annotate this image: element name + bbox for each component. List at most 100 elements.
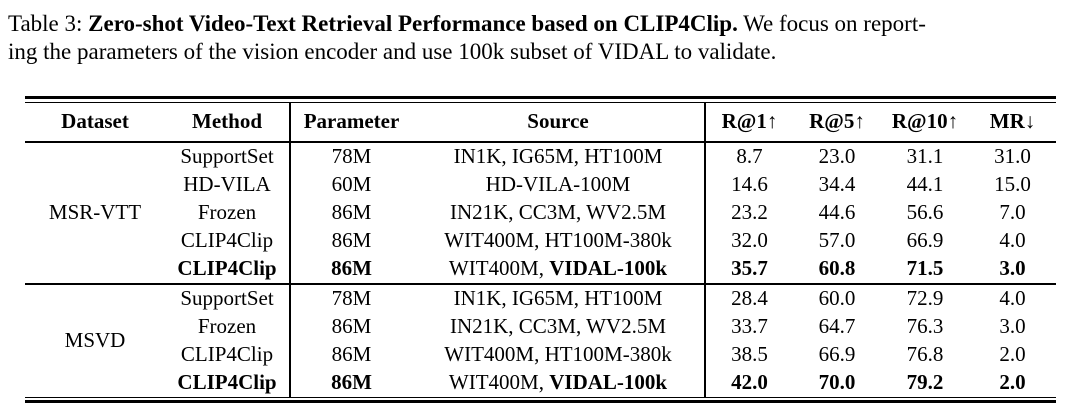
method-cell: CLIP4Clip xyxy=(177,370,277,394)
source-text: WIT400M, xyxy=(448,256,550,280)
method-cell: SupportSet xyxy=(165,282,290,313)
source-text: WIT400M, HT100M-380k xyxy=(444,228,672,252)
r5-cell: 44.6 xyxy=(818,200,856,224)
caption-title: Zero-shot Video-Text Retrieval Performan… xyxy=(88,11,738,36)
header-row: Dataset Method Parameter Source R@1↑ R@5… xyxy=(25,102,1056,142)
header-r10: R@10↑ xyxy=(891,109,959,133)
table-bottom-rule xyxy=(25,396,1056,403)
mr-cell: 2.0 xyxy=(999,370,1026,394)
table-row-best: CLIP4Clip 86M WIT400M, VIDAL-100k 35.7 6… xyxy=(25,254,1056,284)
source-text: WIT400M, xyxy=(448,370,550,394)
table-row: CLIP4Clip 86M WIT400M, HT100M-380k 32.0 … xyxy=(25,226,1056,255)
parameter-cell: 78M xyxy=(289,141,412,171)
source-cell: IN1K, IG65M, HT100M xyxy=(412,142,705,171)
source-text: WIT400M, HT100M-380k xyxy=(444,342,672,366)
mr-cell: 31.0 xyxy=(994,144,1031,168)
method-cell: CLIP4Clip xyxy=(180,342,274,366)
r5-cell: 60.0 xyxy=(793,282,881,313)
table-row: MSVD SupportSet 78M IN1K, IG65M, HT100M … xyxy=(25,282,1056,397)
source-text: IN1K, IG65M, HT100M xyxy=(453,286,663,310)
method-cell: CLIP4Clip xyxy=(177,256,277,280)
method-cell: CLIP4Clip xyxy=(180,228,274,252)
r1-cell: 14.6 xyxy=(704,170,793,199)
r5-cell: 23.0 xyxy=(818,144,856,168)
r5-cell: 57.0 xyxy=(818,228,856,252)
method-cell: HD-VILA xyxy=(183,172,271,196)
r10-cell: 72.9 xyxy=(881,282,969,313)
r5-cell: 66.9 xyxy=(818,342,856,366)
mr-cell: 3.0 xyxy=(999,314,1026,338)
source-text: IN1K, IG65M, HT100M xyxy=(453,144,663,168)
parameter-cell: 86M xyxy=(289,226,412,255)
method-cell: Frozen xyxy=(197,314,257,338)
mr-cell: 4.0 xyxy=(999,228,1026,252)
r10-cell: 76.3 xyxy=(906,314,944,338)
results-table-zone: Dataset Method Parameter Source R@1↑ R@5… xyxy=(25,96,1056,403)
source-cell: IN21K, CC3M, WV2.5M xyxy=(412,199,705,227)
source-cell: WIT400M, VIDAL-100k xyxy=(412,369,705,397)
r10-cell: 31.1 xyxy=(906,144,944,168)
header-source: Source xyxy=(527,109,589,133)
table-top-rule xyxy=(25,96,1056,103)
table-row: CLIP4Clip 86M WIT400M, HT100M-380k 38.5 … xyxy=(25,340,1056,369)
r1-cell: 23.2 xyxy=(704,198,793,227)
source-text: IN21K, CC3M, WV2.5M xyxy=(449,314,667,338)
r1-cell: 8.7 xyxy=(704,141,793,171)
r1-cell: 42.0 xyxy=(704,368,793,397)
mr-cell: 7.0 xyxy=(999,200,1026,224)
r1-cell: 38.5 xyxy=(704,340,793,369)
header-r1: R@1↑ xyxy=(704,102,793,142)
source-cell: WIT400M, VIDAL-100k xyxy=(412,255,705,284)
parameter-cell: 86M xyxy=(289,340,412,369)
r10-cell: 56.6 xyxy=(906,200,944,224)
r10-cell: 66.9 xyxy=(906,228,944,252)
parameter-cell: 86M xyxy=(289,254,412,284)
header-r5: R@5↑ xyxy=(809,109,865,133)
source-text: IN21K, CC3M, WV2.5M xyxy=(449,200,667,224)
table-row: MSR-VTT SupportSet 78M IN1K, IG65M, HT10… xyxy=(25,141,1056,224)
table-header: Dataset Method Parameter Source R@1↑ R@5… xyxy=(25,102,1056,142)
r5-cell: 70.0 xyxy=(818,370,856,394)
table-row-best: CLIP4Clip 86M WIT400M, VIDAL-100k 42.0 7… xyxy=(25,368,1056,397)
table-row: HD-VILA 60M HD-VILA-100M 14.6 34.4 44.1 … xyxy=(25,170,1056,199)
table-row: Frozen 86M IN21K, CC3M, WV2.5M 33.7 64.7… xyxy=(25,312,1056,341)
mr-cell: 3.0 xyxy=(999,256,1026,280)
source-cell: WIT400M, HT100M-380k xyxy=(412,341,705,369)
r1-cell: 35.7 xyxy=(704,254,793,284)
dataset-label-msrvtt: MSR-VTT xyxy=(48,200,142,224)
r10-cell: 44.1 xyxy=(906,172,944,196)
r10-cell: 71.5 xyxy=(906,256,944,280)
parameter-cell: 86M xyxy=(289,198,412,227)
r10-cell: 76.8 xyxy=(906,342,944,366)
dataset-label-msvd: MSVD xyxy=(25,282,165,397)
r5-cell: 60.8 xyxy=(818,256,856,280)
mr-cell: 15.0 xyxy=(994,172,1031,196)
table-row: Frozen 86M IN21K, CC3M, WV2.5M 23.2 44.6… xyxy=(25,198,1056,227)
method-cell: Frozen xyxy=(197,200,257,224)
caption-text-line2: ing the parameters of the vision encoder… xyxy=(8,39,777,64)
mr-cell: 4.0 xyxy=(969,282,1056,313)
r10-cell: 79.2 xyxy=(906,370,944,394)
source-text: HD-VILA-100M xyxy=(485,172,631,196)
r5-cell: 64.7 xyxy=(818,314,856,338)
method-cell: SupportSet xyxy=(180,144,274,168)
r1-cell: 28.4 xyxy=(704,282,793,313)
r1-cell: 33.7 xyxy=(704,312,793,341)
parameter-cell: 78M xyxy=(289,282,412,313)
parameter-cell: 86M xyxy=(289,368,412,397)
mr-cell: 2.0 xyxy=(999,342,1026,366)
header-parameter: Parameter xyxy=(289,102,412,142)
caption-label: Table 3: xyxy=(8,11,89,36)
caption-text-line1: We focus on report- xyxy=(737,11,926,36)
source-cell: WIT400M, HT100M-380k xyxy=(412,227,705,255)
parameter-cell: 60M xyxy=(289,170,412,199)
header-mr: MR↓ xyxy=(989,109,1036,133)
source-cell: HD-VILA-100M xyxy=(412,171,705,199)
table-caption: Table 3: Zero-shot Video-Text Retrieval … xyxy=(0,0,1080,66)
source-highlight: VIDAL-100k xyxy=(549,256,668,280)
r1-cell: 32.0 xyxy=(704,226,793,255)
parameter-cell: 86M xyxy=(289,312,412,341)
source-cell: IN1K, IG65M, HT100M xyxy=(412,282,705,313)
source-cell: IN21K, CC3M, WV2.5M xyxy=(412,313,705,341)
